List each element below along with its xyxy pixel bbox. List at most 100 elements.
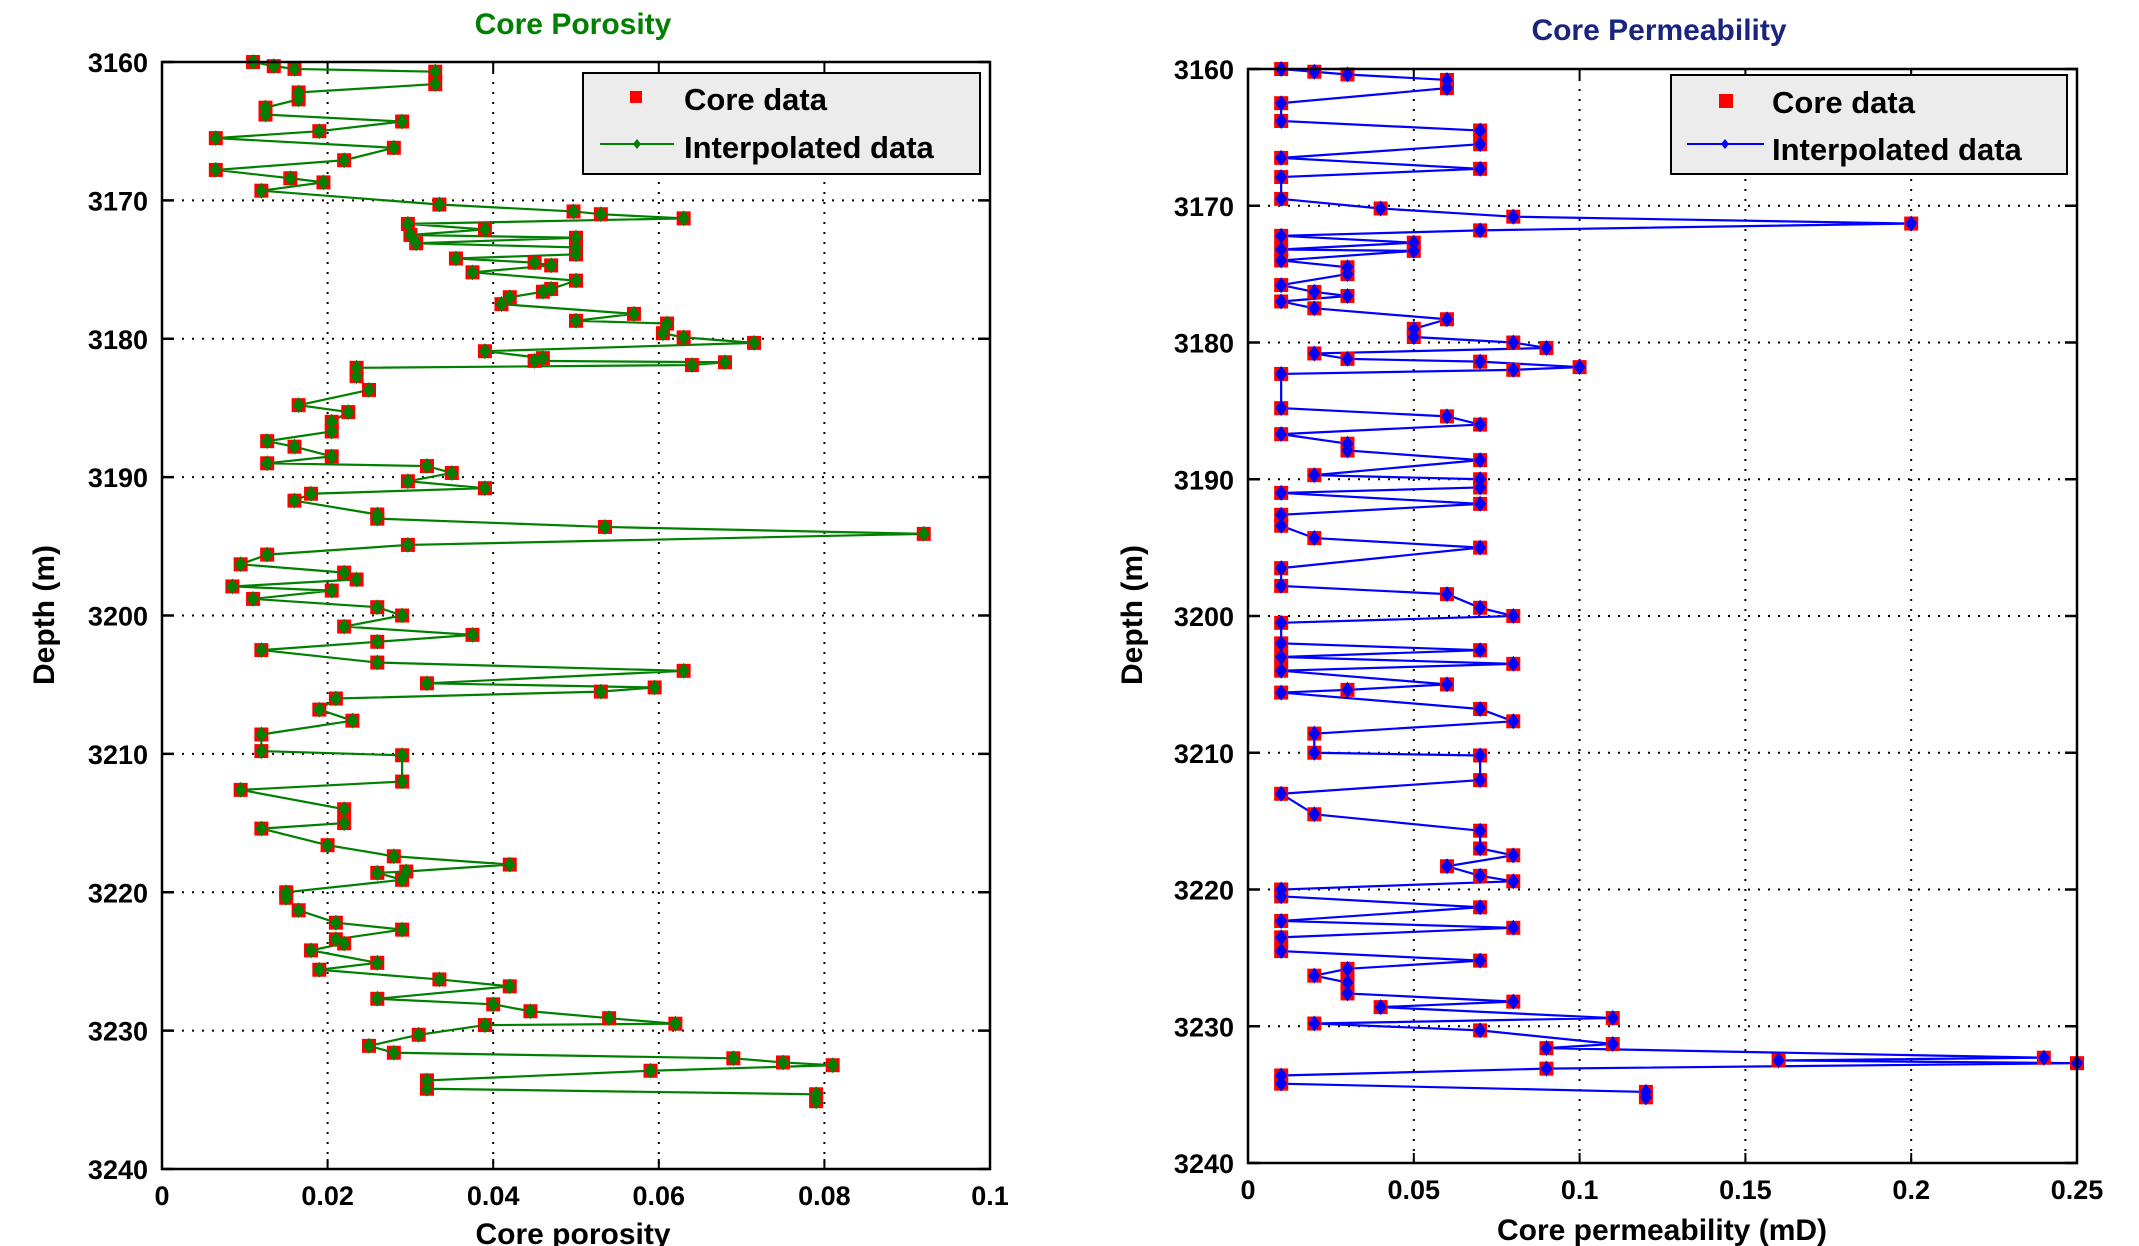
interpolated-data-point [644, 1062, 657, 1079]
interpolated-data-point [255, 820, 268, 837]
interpolated-data-point [1507, 655, 1520, 672]
interpolated-data-point [1606, 1036, 1619, 1053]
interpolated-data-point [325, 582, 338, 599]
permeability-chart: Core Permeability Core permeability (mD)… [1116, 14, 2103, 1246]
interpolated-data-point [1407, 242, 1420, 259]
interpolated-data-point [1341, 985, 1354, 1002]
x-tick-label: 0.06 [633, 1181, 686, 1211]
interpolated-data-point [503, 289, 516, 306]
legend-interp-label: Interpolated data [684, 130, 935, 165]
legend-core-marker [630, 91, 642, 103]
interpolated-data-point [1540, 1060, 1553, 1077]
interpolated-data-point [346, 712, 359, 729]
interpolated-data-point [404, 226, 417, 243]
interpolated-data-point [1507, 993, 1520, 1010]
interpolated-data-point [234, 556, 247, 573]
interpolated-data-point [594, 206, 607, 223]
interpolated-data-point [1341, 350, 1354, 367]
interpolated-data-point [1308, 1015, 1321, 1032]
interpolated-data-point [338, 815, 351, 832]
interpolated-data-point [466, 264, 479, 281]
interpolated-data-point [1275, 577, 1288, 594]
interpolated-data-point [1275, 169, 1288, 186]
interpolated-data-point [1507, 361, 1520, 378]
interpolated-data-point [1507, 208, 1520, 225]
interpolated-data-point [325, 448, 338, 465]
axes-frame [160, 60, 992, 1171]
interpolated-data-point [292, 397, 305, 414]
interpolated-data-point [1474, 867, 1487, 884]
chart-title: Core Porosity [475, 8, 672, 41]
interpolated-data-point [313, 701, 326, 718]
interpolated-data-point [338, 152, 351, 169]
interpolated-data-point [1275, 190, 1288, 207]
interpolated-data-point [1407, 234, 1420, 251]
interpolated-data-point [570, 272, 582, 289]
y-tick-label: 3160 [1174, 55, 1234, 85]
interpolated-data-point [396, 921, 409, 938]
interpolated-data-point [495, 296, 508, 313]
interpolated-data-point [1275, 293, 1288, 310]
interpolated-data-point [1507, 608, 1520, 624]
interpolated-data-point [1275, 1067, 1288, 1084]
interpolated-data-point [656, 325, 669, 342]
interpolated-data-point [449, 250, 462, 267]
interpolated-data-point [1275, 241, 1288, 258]
interpolated-data-point [396, 747, 409, 764]
axes-frame [1246, 67, 2079, 1165]
interpolated-data-point [261, 546, 274, 563]
interpolated-data-point [371, 864, 384, 881]
interpolated-data-point [1275, 684, 1288, 701]
legend-box [1670, 74, 2068, 175]
y-tick-label: 3220 [88, 878, 148, 908]
y-tick-label: 3160 [88, 48, 148, 78]
interpolated-data-point [1308, 300, 1321, 317]
chart-title: Core Permeability [1531, 14, 1786, 47]
interpolated-data-point [478, 1017, 491, 1034]
interpolated-data-point [1474, 160, 1487, 177]
interpolated-data-point [410, 235, 423, 252]
interpolated-data-point [677, 329, 690, 346]
interpolated-data-point [1407, 320, 1420, 337]
interpolated-data-point [536, 350, 549, 367]
x-tick-label: 0 [1240, 1175, 1255, 1205]
interpolated-data-point [371, 599, 384, 616]
interpolated-data-point [1507, 919, 1520, 936]
x-tick-label: 0.25 [2051, 1175, 2104, 1205]
interpolated-data-point [777, 1054, 789, 1071]
x-tick-label: 0.04 [467, 1181, 520, 1211]
interpolated-data-point [371, 654, 384, 671]
interpolated-data-point [1275, 785, 1288, 802]
interpolated-data-point [1474, 452, 1487, 469]
interpolated-data-point [396, 607, 409, 624]
interpolated-data-point [1407, 329, 1420, 346]
x-axis-label: Core permeability (mD) [1497, 1214, 1827, 1246]
interpolated-data-point [570, 246, 582, 263]
interpolated-data-point [234, 781, 247, 798]
x-tick-label: 0.15 [1719, 1175, 1772, 1205]
interpolated-data-point [1275, 484, 1288, 501]
interpolated-data-point [528, 352, 541, 369]
interpolated-data-point [1275, 943, 1288, 960]
interpolated-data-point [401, 536, 414, 553]
interpolated-data-point [917, 525, 930, 542]
interpolated-data-point [1540, 1040, 1553, 1057]
interpolated-data-point [1275, 365, 1288, 382]
interpolated-data-point [429, 63, 442, 80]
interpolated-data-point [363, 381, 375, 398]
plot-area [1274, 61, 2084, 1106]
interpolated-data-point [719, 354, 732, 371]
interpolated-data-point [387, 848, 400, 865]
y-axis-label: Depth (m) [1116, 545, 1149, 685]
y-tick-label: 3210 [88, 740, 148, 770]
interpolated-data-point [255, 642, 268, 659]
interpolated-data-point [1374, 999, 1387, 1016]
interpolated-data-point [1905, 215, 1918, 232]
interpolated-data-point [305, 485, 318, 502]
interpolated-data-point [1341, 681, 1354, 698]
interpolated-data-point [1308, 467, 1321, 484]
interpolated-data-point [371, 510, 384, 527]
interpolated-data-point [1275, 888, 1288, 905]
legend: Core data Interpolated data [582, 72, 981, 175]
